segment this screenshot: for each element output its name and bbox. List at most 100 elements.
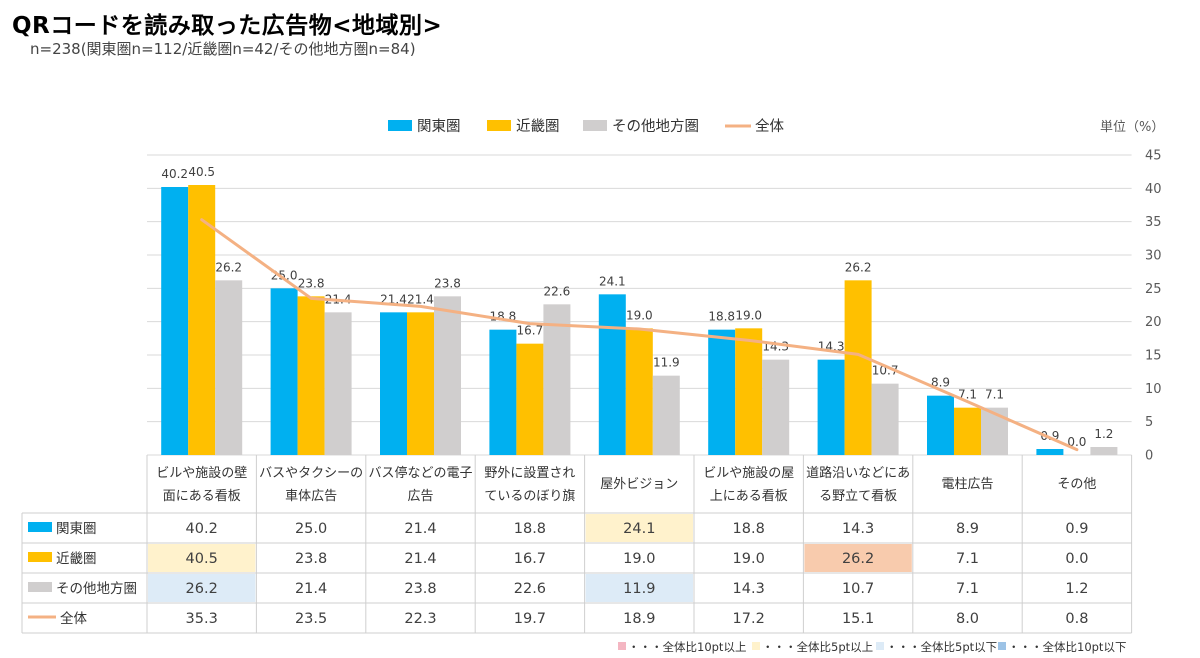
category-label: る野立て看板 bbox=[819, 488, 897, 504]
y-tick-label: 20 bbox=[1145, 315, 1162, 330]
bar-value-label: 0.0 bbox=[1067, 435, 1086, 449]
table-cell-value: 23.8 bbox=[295, 551, 327, 567]
category-label: 野外に設置され bbox=[484, 465, 575, 481]
bar bbox=[161, 187, 189, 455]
y-tick-label: 45 bbox=[1145, 149, 1162, 164]
table-cell-value: 0.0 bbox=[1065, 551, 1088, 567]
highlight-legend-swatch bbox=[752, 642, 760, 650]
bar bbox=[407, 312, 434, 455]
category-label: バスやタクシーの bbox=[259, 466, 363, 481]
table-cell-value: 0.8 bbox=[1065, 611, 1088, 627]
legend-entry: 近畿圏 bbox=[516, 118, 560, 135]
bar-value-label: 16.7 bbox=[517, 324, 544, 338]
bar-value-label: 11.9 bbox=[653, 356, 680, 370]
table-series-key bbox=[28, 552, 52, 562]
legend-swatch bbox=[388, 120, 412, 131]
legend-entry: その他地方圏 bbox=[612, 118, 699, 135]
category-label: 車体広告 bbox=[285, 489, 337, 504]
table-cell-value: 23.5 bbox=[295, 611, 327, 627]
table-cell-value: 40.5 bbox=[186, 551, 218, 567]
y-tick-label: 40 bbox=[1145, 182, 1162, 197]
y-tick-label: 0 bbox=[1145, 449, 1153, 464]
bar bbox=[1036, 449, 1064, 455]
table-cell-value: 26.2 bbox=[186, 581, 218, 597]
table-cell-value: 23.8 bbox=[404, 581, 436, 597]
legend-entry: 全体 bbox=[755, 117, 784, 135]
table-row-label: その他地方圏 bbox=[56, 581, 137, 597]
table-cell-value: 11.9 bbox=[623, 581, 655, 597]
table-cell-value: 16.7 bbox=[514, 551, 546, 567]
category-label: ビルや施設の壁 bbox=[156, 465, 247, 481]
legend-swatch bbox=[487, 120, 511, 131]
highlight-legend-label: ・・・全体比10pt以上 bbox=[628, 640, 746, 654]
bar bbox=[434, 296, 461, 455]
bar-value-label: 18.8 bbox=[708, 310, 735, 324]
highlight-legend-label: ・・・全体比10pt以下 bbox=[1008, 640, 1126, 654]
category-label: バス停などの電子 bbox=[368, 465, 472, 481]
bar bbox=[954, 407, 981, 455]
bar-value-label: 10.7 bbox=[872, 364, 899, 378]
bar-value-label: 22.6 bbox=[544, 284, 571, 298]
table-cell-value: 24.1 bbox=[623, 521, 655, 537]
category-label: 電柱広告 bbox=[941, 477, 993, 492]
table-series-key bbox=[28, 582, 52, 592]
category-label: 上にある看板 bbox=[710, 488, 788, 504]
table-cell-value: 17.2 bbox=[733, 611, 765, 627]
bar bbox=[735, 328, 763, 455]
bar-value-label: 19.0 bbox=[735, 308, 762, 322]
bar bbox=[652, 375, 680, 455]
bar-value-label: 8.9 bbox=[931, 376, 950, 390]
table-cell-value: 25.0 bbox=[295, 521, 327, 537]
highlight-cell bbox=[148, 574, 256, 602]
table-cell-value: 8.0 bbox=[956, 611, 979, 627]
table-cell-value: 21.4 bbox=[404, 551, 436, 567]
bar bbox=[625, 328, 653, 455]
overall-line bbox=[200, 218, 1079, 452]
bar-value-label: 26.2 bbox=[215, 260, 242, 274]
table-cell-value: 7.1 bbox=[956, 551, 979, 567]
y-tick-label: 30 bbox=[1145, 249, 1162, 264]
bar bbox=[927, 395, 954, 455]
table-cell-value: 8.9 bbox=[956, 521, 979, 537]
bar-value-label: 40.5 bbox=[188, 165, 215, 179]
table-cell-value: 26.2 bbox=[842, 551, 874, 567]
bar bbox=[215, 280, 243, 455]
bar bbox=[270, 288, 298, 455]
bar bbox=[817, 359, 845, 455]
bar bbox=[324, 312, 352, 455]
bar bbox=[516, 343, 544, 455]
highlight-legend-swatch bbox=[618, 642, 626, 650]
y-tick-label: 5 bbox=[1145, 415, 1153, 430]
table-cell-value: 1.2 bbox=[1065, 581, 1088, 597]
table-cell-value: 0.9 bbox=[1065, 521, 1088, 537]
table-cell-value: 18.8 bbox=[733, 521, 765, 537]
table-series-key bbox=[28, 522, 52, 532]
bar bbox=[598, 294, 626, 455]
bar bbox=[981, 407, 1008, 455]
category-label: その他 bbox=[1057, 477, 1096, 492]
bar bbox=[543, 304, 571, 455]
table-cell-value: 19.0 bbox=[733, 551, 765, 567]
table-row-label: 近畿圏 bbox=[56, 551, 97, 567]
bar bbox=[380, 312, 407, 455]
bar bbox=[762, 359, 790, 455]
bar-value-label: 25.0 bbox=[271, 268, 298, 282]
category-label: 広告 bbox=[407, 489, 433, 504]
legend-entry: 関東圏 bbox=[417, 118, 461, 135]
table-cell-value: 19.0 bbox=[623, 551, 655, 567]
category-label: 面にある看板 bbox=[163, 488, 241, 504]
bar bbox=[708, 329, 736, 455]
category-label: 屋外ビジョン bbox=[600, 477, 678, 492]
bar-value-label: 7.1 bbox=[985, 388, 1004, 402]
category-label: ているのぼり旗 bbox=[484, 488, 575, 504]
highlight-legend-label: ・・・全体比5pt以上 bbox=[762, 640, 873, 654]
highlight-legend-swatch bbox=[876, 642, 884, 650]
bar-value-label: 23.8 bbox=[434, 276, 461, 290]
table-cell-value: 22.3 bbox=[404, 611, 436, 627]
table-cell-value: 14.3 bbox=[842, 521, 874, 537]
bar-value-label: 1.2 bbox=[1094, 427, 1113, 441]
y-tick-label: 35 bbox=[1145, 215, 1162, 230]
bar bbox=[1090, 447, 1118, 455]
table-cell-value: 21.4 bbox=[404, 521, 436, 537]
